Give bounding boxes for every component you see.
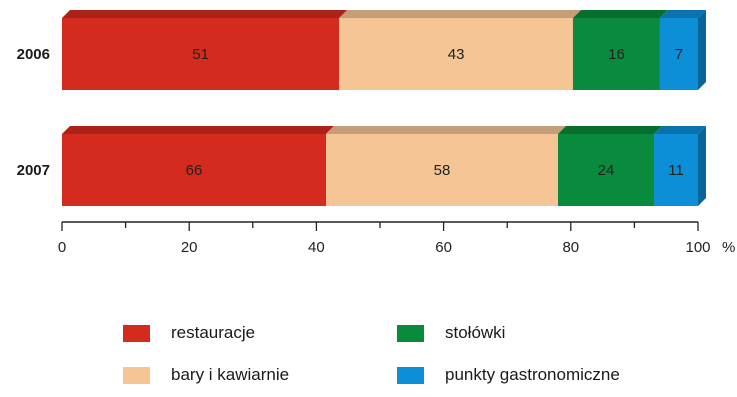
bar-top-2007-2 <box>558 126 662 134</box>
value-label-2006-2: 16 <box>608 46 625 63</box>
bar-2006-bary-i-kawiarnie <box>339 18 573 90</box>
bar-2007-restauracje <box>62 134 326 206</box>
bar-2007-stołówki <box>558 134 654 206</box>
x-tick-label-20: 20 <box>181 239 198 256</box>
bar-top-2007-3 <box>654 126 706 134</box>
bar-top-2006-0 <box>62 10 348 18</box>
category-label-2006: 2006 <box>17 46 50 63</box>
bar-top-2007-1 <box>326 126 566 134</box>
value-label-2007-3: 11 <box>668 162 684 179</box>
bar-top-2007-0 <box>62 126 334 134</box>
bar-top-2006-1 <box>339 10 581 18</box>
value-label-2006-1: 43 <box>448 46 465 63</box>
x-axis-unit: % <box>722 239 735 256</box>
bar-side-2007 <box>698 126 706 206</box>
bar-2006-punkty-gastronomiczne <box>659 18 698 90</box>
category-label-2007: 2007 <box>17 162 50 179</box>
x-tick-label-80: 80 <box>562 239 579 256</box>
category-labels: 2006 2007 <box>17 46 50 179</box>
value-label-2007-2: 24 <box>598 162 615 179</box>
value-label-2006-0: 51 <box>192 46 209 63</box>
bar-2007-bary-i-kawiarnie <box>326 134 558 206</box>
x-tick-label-0: 0 <box>58 239 66 256</box>
x-tick-label-40: 40 <box>308 239 325 256</box>
x-tick-label-60: 60 <box>435 239 452 256</box>
bar-2007-punkty-gastronomiczne <box>654 134 698 206</box>
value-label-2006-3: 7 <box>675 46 683 63</box>
bar-side-2006 <box>698 10 706 90</box>
bar-2006-restauracje <box>62 18 340 90</box>
bar-2006-stołówki <box>572 18 660 90</box>
x-tick-label-100: 100 <box>685 239 710 256</box>
value-label-2007-1: 58 <box>434 162 451 179</box>
bar-top-2006-2 <box>572 10 668 18</box>
bars-group: 51 43 16 7 66 58 24 11 <box>62 10 706 206</box>
x-axis: 0 20 40 60 80 100% <box>58 221 735 256</box>
bar-top-2006-3 <box>659 10 706 18</box>
value-label-2007-0: 66 <box>186 162 203 179</box>
